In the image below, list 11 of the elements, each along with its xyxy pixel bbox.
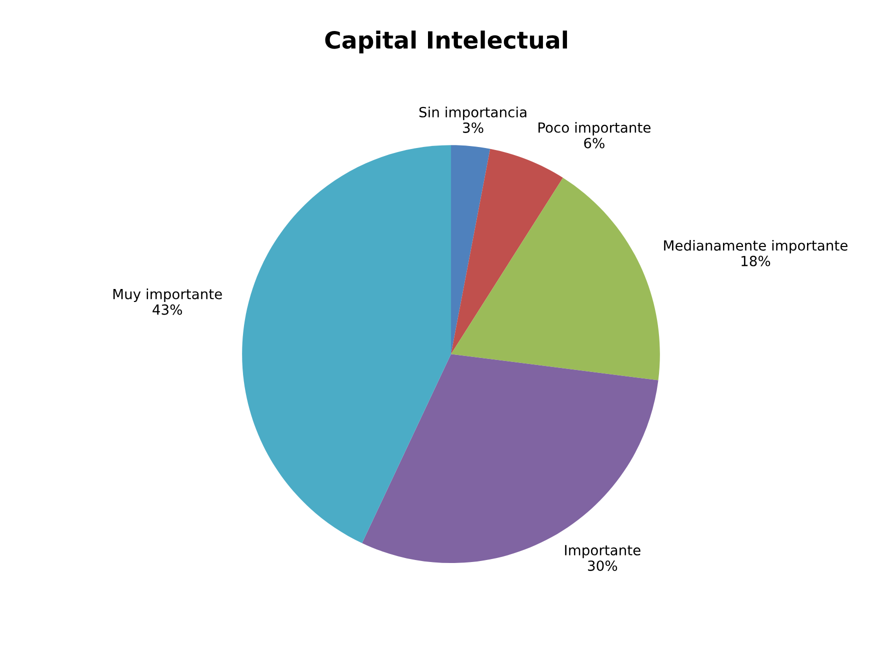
slice-label: Sin importancia: [419, 106, 526, 120]
data-label: 18%: [742, 256, 770, 266]
data-label: 6%: [584, 138, 604, 148]
data-label: 30%: [588, 560, 618, 571]
slice-label: Medianamente importante: [664, 240, 848, 254]
slice-label: Importante: [565, 545, 640, 558]
slice-label: Poco importante: [538, 122, 650, 136]
chart-title: Capital Intelectual: [325, 30, 567, 54]
data-label: 43%: [152, 304, 182, 315]
data-label: 3%: [463, 122, 484, 133]
slice-label: Muy importante: [113, 288, 222, 302]
